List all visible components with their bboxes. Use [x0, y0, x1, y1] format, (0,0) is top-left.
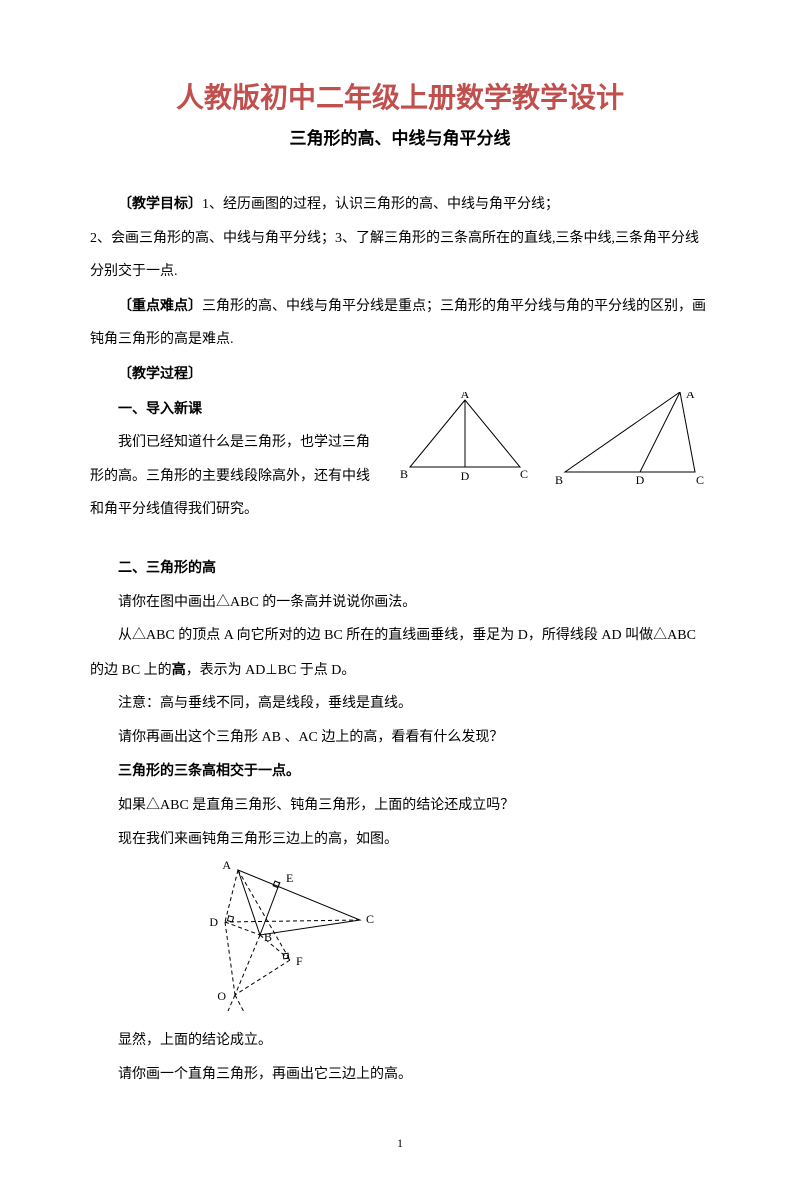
tri1-C-label: C — [520, 467, 528, 481]
tri2-B-label: B — [555, 473, 563, 487]
heights-p3: 注意：高与垂线不同，高是线段，垂线是直线。 — [90, 687, 710, 721]
ob-B: B — [264, 930, 272, 944]
tri1-D-label: D — [461, 469, 470, 483]
triangles-svg: A B C D A B C D — [390, 392, 710, 492]
heights-p5: 三角形的三条高相交于一点。 — [90, 754, 710, 789]
obtuse-svg: A B C D E F O — [200, 860, 400, 1020]
obtuse-figure: A B C D E F O — [200, 860, 400, 1020]
heights-p9: 请你画一个直角三角形，再画出它三边上的高。 — [90, 1058, 710, 1092]
heights-p2: 从△ABC 的顶点 A 向它所对的边 BC 所在的直线画垂线，垂足为 D，所得线… — [90, 619, 710, 687]
ob-O: O — [217, 989, 226, 1003]
tri1-A-label: A — [461, 392, 470, 401]
process-label: 〔教学过程〕 — [118, 365, 202, 381]
heights-heading-text: 二、三角形的高 — [118, 559, 216, 575]
page-title-main: 人教版初中二年级上册数学教学设计 — [90, 78, 710, 117]
ob-C: C — [366, 912, 374, 926]
heights-p5-bold: 三角形的三条高相交于一点。 — [118, 762, 300, 778]
objective-line2: 2、会画三角形的高、中线与角平分线；3、了解三角形的三条高所在的直线,三条中线,… — [90, 222, 710, 289]
tri2-D-label: D — [636, 473, 645, 487]
ob-D: D — [209, 915, 218, 929]
tri2-C-label: C — [696, 473, 704, 487]
heights-p2bold: 高 — [172, 661, 186, 677]
ob-F: F — [296, 954, 303, 968]
process-label-line: 〔教学过程〕 — [90, 357, 710, 392]
heights-p8: 显然，上面的结论成立。 — [90, 1024, 710, 1058]
tri2-A-label: A — [686, 392, 695, 401]
page-number: 1 — [90, 1137, 710, 1149]
heights-p2b: ，表示为 AD⊥BC 于点 D。 — [186, 663, 356, 678]
heights-heading: 二、三角形的高 — [90, 551, 710, 586]
triangles-figure: A B C D A B C D — [390, 392, 710, 492]
heights-p7: 现在我们来画钝角三角形三边上的高，如图。 — [90, 823, 710, 857]
objective-line1: 〔教学目标〕1、经历画图的过程，认识三角形的高、中线与角平分线； — [90, 187, 710, 222]
tri1-B-label: B — [400, 467, 408, 481]
objective-item1: 1、经历画图的过程，认识三角形的高、中线与角平分线； — [202, 197, 559, 212]
page-title-sub: 三角形的高、中线与角平分线 — [90, 127, 710, 151]
objective-label: 〔教学目标〕 — [118, 195, 202, 211]
heights-p1: 请你在图中画出△ABC 的一条高并说说你画法。 — [90, 586, 710, 620]
ob-E: E — [286, 871, 293, 885]
ob-A: A — [222, 860, 231, 872]
heights-p6: 如果△ABC 是直角三角形、钝角三角形，上面的结论还成立吗？ — [90, 789, 710, 823]
keypoints-label: 〔重点难点〕 — [118, 297, 202, 313]
intro-heading-text: 一、导入新课 — [118, 400, 202, 416]
keypoints-para: 〔重点难点〕三角形的高、中线与角平分线是重点；三角形的角平分线与角的平分线的区别… — [90, 289, 710, 357]
heights-p4: 请你再画出这个三角形 AB 、AC 边上的高，看看有什么发现？ — [90, 721, 710, 755]
